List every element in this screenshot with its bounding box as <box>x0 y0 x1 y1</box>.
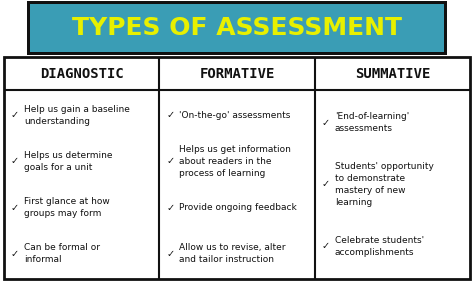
Text: ✓: ✓ <box>166 110 174 120</box>
Text: DIAGNOSTIC: DIAGNOSTIC <box>40 66 124 80</box>
Text: SUMMATIVE: SUMMATIVE <box>355 66 430 80</box>
Text: Provide ongoing feedback: Provide ongoing feedback <box>179 203 297 212</box>
Text: First glance at how
groups may form: First glance at how groups may form <box>24 197 110 218</box>
Text: Helps us get information
about readers in the
process of learning: Helps us get information about readers i… <box>179 145 291 178</box>
FancyBboxPatch shape <box>27 1 447 55</box>
Text: ✓: ✓ <box>11 249 19 259</box>
Text: Help us gain a baseline
understanding: Help us gain a baseline understanding <box>24 105 130 126</box>
Text: FORMATIVE: FORMATIVE <box>199 66 275 80</box>
Text: Celebrate students'
accomplishments: Celebrate students' accomplishments <box>335 236 424 256</box>
Text: Helps us determine
goals for a unit: Helps us determine goals for a unit <box>24 151 112 172</box>
Text: ✓: ✓ <box>322 118 330 128</box>
Text: ✓: ✓ <box>166 202 174 213</box>
Text: 'End-of-learning'
assessments: 'End-of-learning' assessments <box>335 112 409 133</box>
Text: Allow us to revise, alter
and tailor instruction: Allow us to revise, alter and tailor ins… <box>179 243 286 264</box>
Text: ✓: ✓ <box>166 156 174 166</box>
Text: Can be formal or
informal: Can be formal or informal <box>24 243 100 264</box>
Text: ✓: ✓ <box>11 110 19 120</box>
Text: ✓: ✓ <box>322 179 330 189</box>
Text: ✓: ✓ <box>322 241 330 251</box>
Text: TYPES OF ASSESSMENT: TYPES OF ASSESSMENT <box>72 16 402 40</box>
Text: Students' opportunity
to demonstrate
mastery of new
learning: Students' opportunity to demonstrate mas… <box>335 162 434 207</box>
Text: ✓: ✓ <box>11 156 19 166</box>
Text: ✓: ✓ <box>166 249 174 259</box>
Text: 'On-the-go' assessments: 'On-the-go' assessments <box>179 111 291 120</box>
Text: ✓: ✓ <box>11 202 19 213</box>
FancyBboxPatch shape <box>4 57 470 279</box>
FancyBboxPatch shape <box>30 4 444 52</box>
